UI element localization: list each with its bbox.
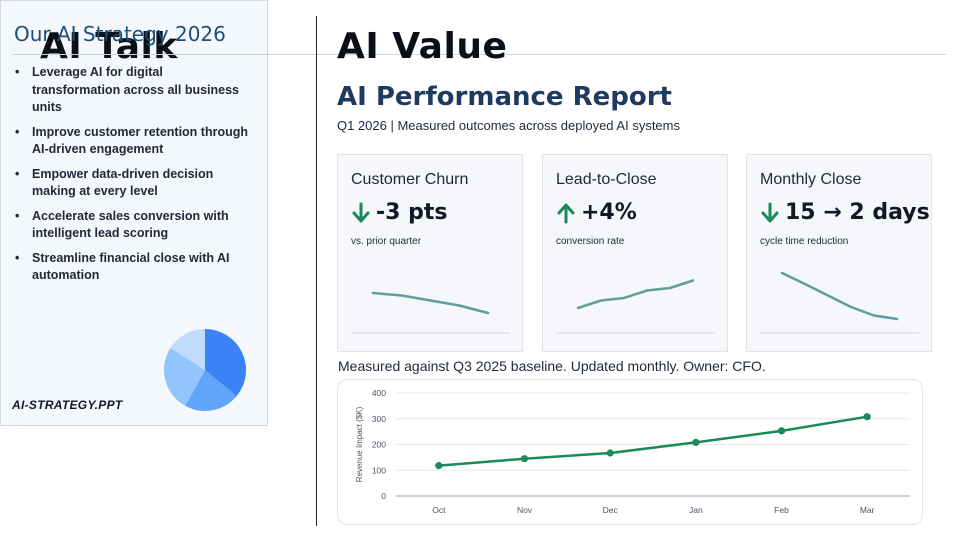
file-name-label: AI-STRATEGY.PPT [12, 398, 123, 412]
pie-slice [164, 348, 205, 406]
sparkline-path [371, 291, 490, 315]
x-tick-label: Jan [689, 505, 703, 515]
strategy-panel: Our AI Strategy 2026 • Leverage AI for di… [0, 0, 946, 426]
strategy-bullet-text: Streamline financial close with AI autom… [32, 250, 230, 283]
bullet-icon: • [15, 250, 20, 265]
x-tick-label: Dec [603, 505, 619, 515]
data-point [863, 413, 871, 421]
data-point [777, 427, 786, 435]
x-tick-label: Oct [432, 505, 446, 515]
kpi-card-lead-to-close: Lead-to-Close +4% conversion rate [542, 154, 728, 352]
sparkline-path [780, 271, 899, 321]
strategy-bullet-text: Improve customer retention through AI-dr… [32, 124, 248, 157]
pie-chart-icon [164, 329, 246, 411]
kpi-name: Lead-to-Close [556, 171, 657, 188]
y-axis-title: Revenue Impact ($K) [355, 406, 364, 482]
strategy-title: Our AI Strategy 2026 [14, 22, 226, 46]
x-tick-label: Nov [517, 505, 533, 515]
y-tick-label: 400 [372, 388, 386, 398]
kpi-name: Monthly Close [760, 171, 862, 188]
kpi-caption: conversion rate [556, 236, 625, 247]
data-point [606, 449, 614, 457]
kpi-card-customer-churn: Customer Churn -3 pts vs. prior quarter [337, 154, 523, 352]
bullet-icon: • [15, 166, 20, 181]
data-point [520, 455, 529, 463]
baseline-note: Measured against Q3 2025 baseline. Updat… [338, 358, 766, 374]
kpi-sparkline [351, 291, 510, 334]
bullet-icon: • [15, 208, 20, 223]
strategy-bullet-text: Leverage AI for digital transformation a… [32, 65, 240, 114]
kpi-card-monthly-close: Monthly Close 15 → 2 days cycle time red… [746, 154, 932, 352]
arrow-down-icon [352, 202, 370, 222]
strategy-bullet: • Streamline financial close with AI auto… [12, 250, 252, 285]
x-tick-label: Mar [860, 505, 875, 515]
kpi-value: 15 → 2 days [785, 200, 930, 225]
arrow-down-icon [761, 202, 779, 222]
strategy-divider [12, 54, 946, 55]
y-tick-label: 0 [381, 491, 386, 501]
kpi-caption: cycle time reduction [760, 236, 849, 247]
left-slide-title: AI Talk [40, 26, 178, 67]
arrow-up-icon [557, 203, 575, 223]
strategy-bullet-text: Accelerate sales conversion with intelli… [32, 208, 229, 241]
series-line [438, 415, 868, 467]
pie-slice [170, 329, 205, 370]
y-tick-label: 300 [372, 414, 386, 424]
kpi-value: -3 pts [376, 200, 448, 225]
sparkline-path [576, 279, 695, 310]
bullet-icon: • [15, 65, 20, 79]
x-tick-label: Feb [774, 505, 789, 515]
report-subtitle: Q1 2026 | Measured outcomes across deplo… [337, 118, 680, 133]
kpi-value: +4% [581, 200, 637, 225]
bullet-icon: • [15, 124, 20, 139]
kpi-sparkline [760, 271, 919, 334]
revenue-impact-chart: 0 100 200 300 400 Oct Nov Dec Jan Feb Mar Revenue I… [337, 379, 923, 525]
kpi-caption: vs. prior quarter [351, 236, 422, 247]
kpi-sparkline [556, 279, 715, 334]
strategy-bullet: • Accelerate sales conversion with intell… [12, 208, 252, 243]
strategy-bullet: • Leverage AI for digital transformation … [12, 64, 252, 117]
report-title: AI Performance Report [337, 82, 672, 112]
strategy-bullet: • Empower data-driven decision making at … [12, 166, 252, 201]
right-slide-title: AI Value [337, 26, 508, 67]
strategy-bullet: • Improve customer retention through AI-d… [12, 124, 252, 159]
data-point [692, 438, 700, 447]
strategy-bullet-text: Empower data-driven decision making at e… [32, 166, 214, 199]
strategy-list: • Leverage AI for digital transformation … [12, 64, 252, 292]
data-point [435, 462, 443, 470]
kpi-name: Customer Churn [351, 171, 469, 188]
line-chart: 0 100 200 300 400 Oct Nov Dec Jan Feb Mar Revenue I… [355, 388, 910, 515]
pie-slice [205, 329, 246, 397]
y-tick-label: 100 [372, 465, 386, 475]
y-tick-label: 200 [372, 440, 386, 450]
slide-divider [316, 16, 317, 526]
pie-slice [185, 370, 237, 411]
